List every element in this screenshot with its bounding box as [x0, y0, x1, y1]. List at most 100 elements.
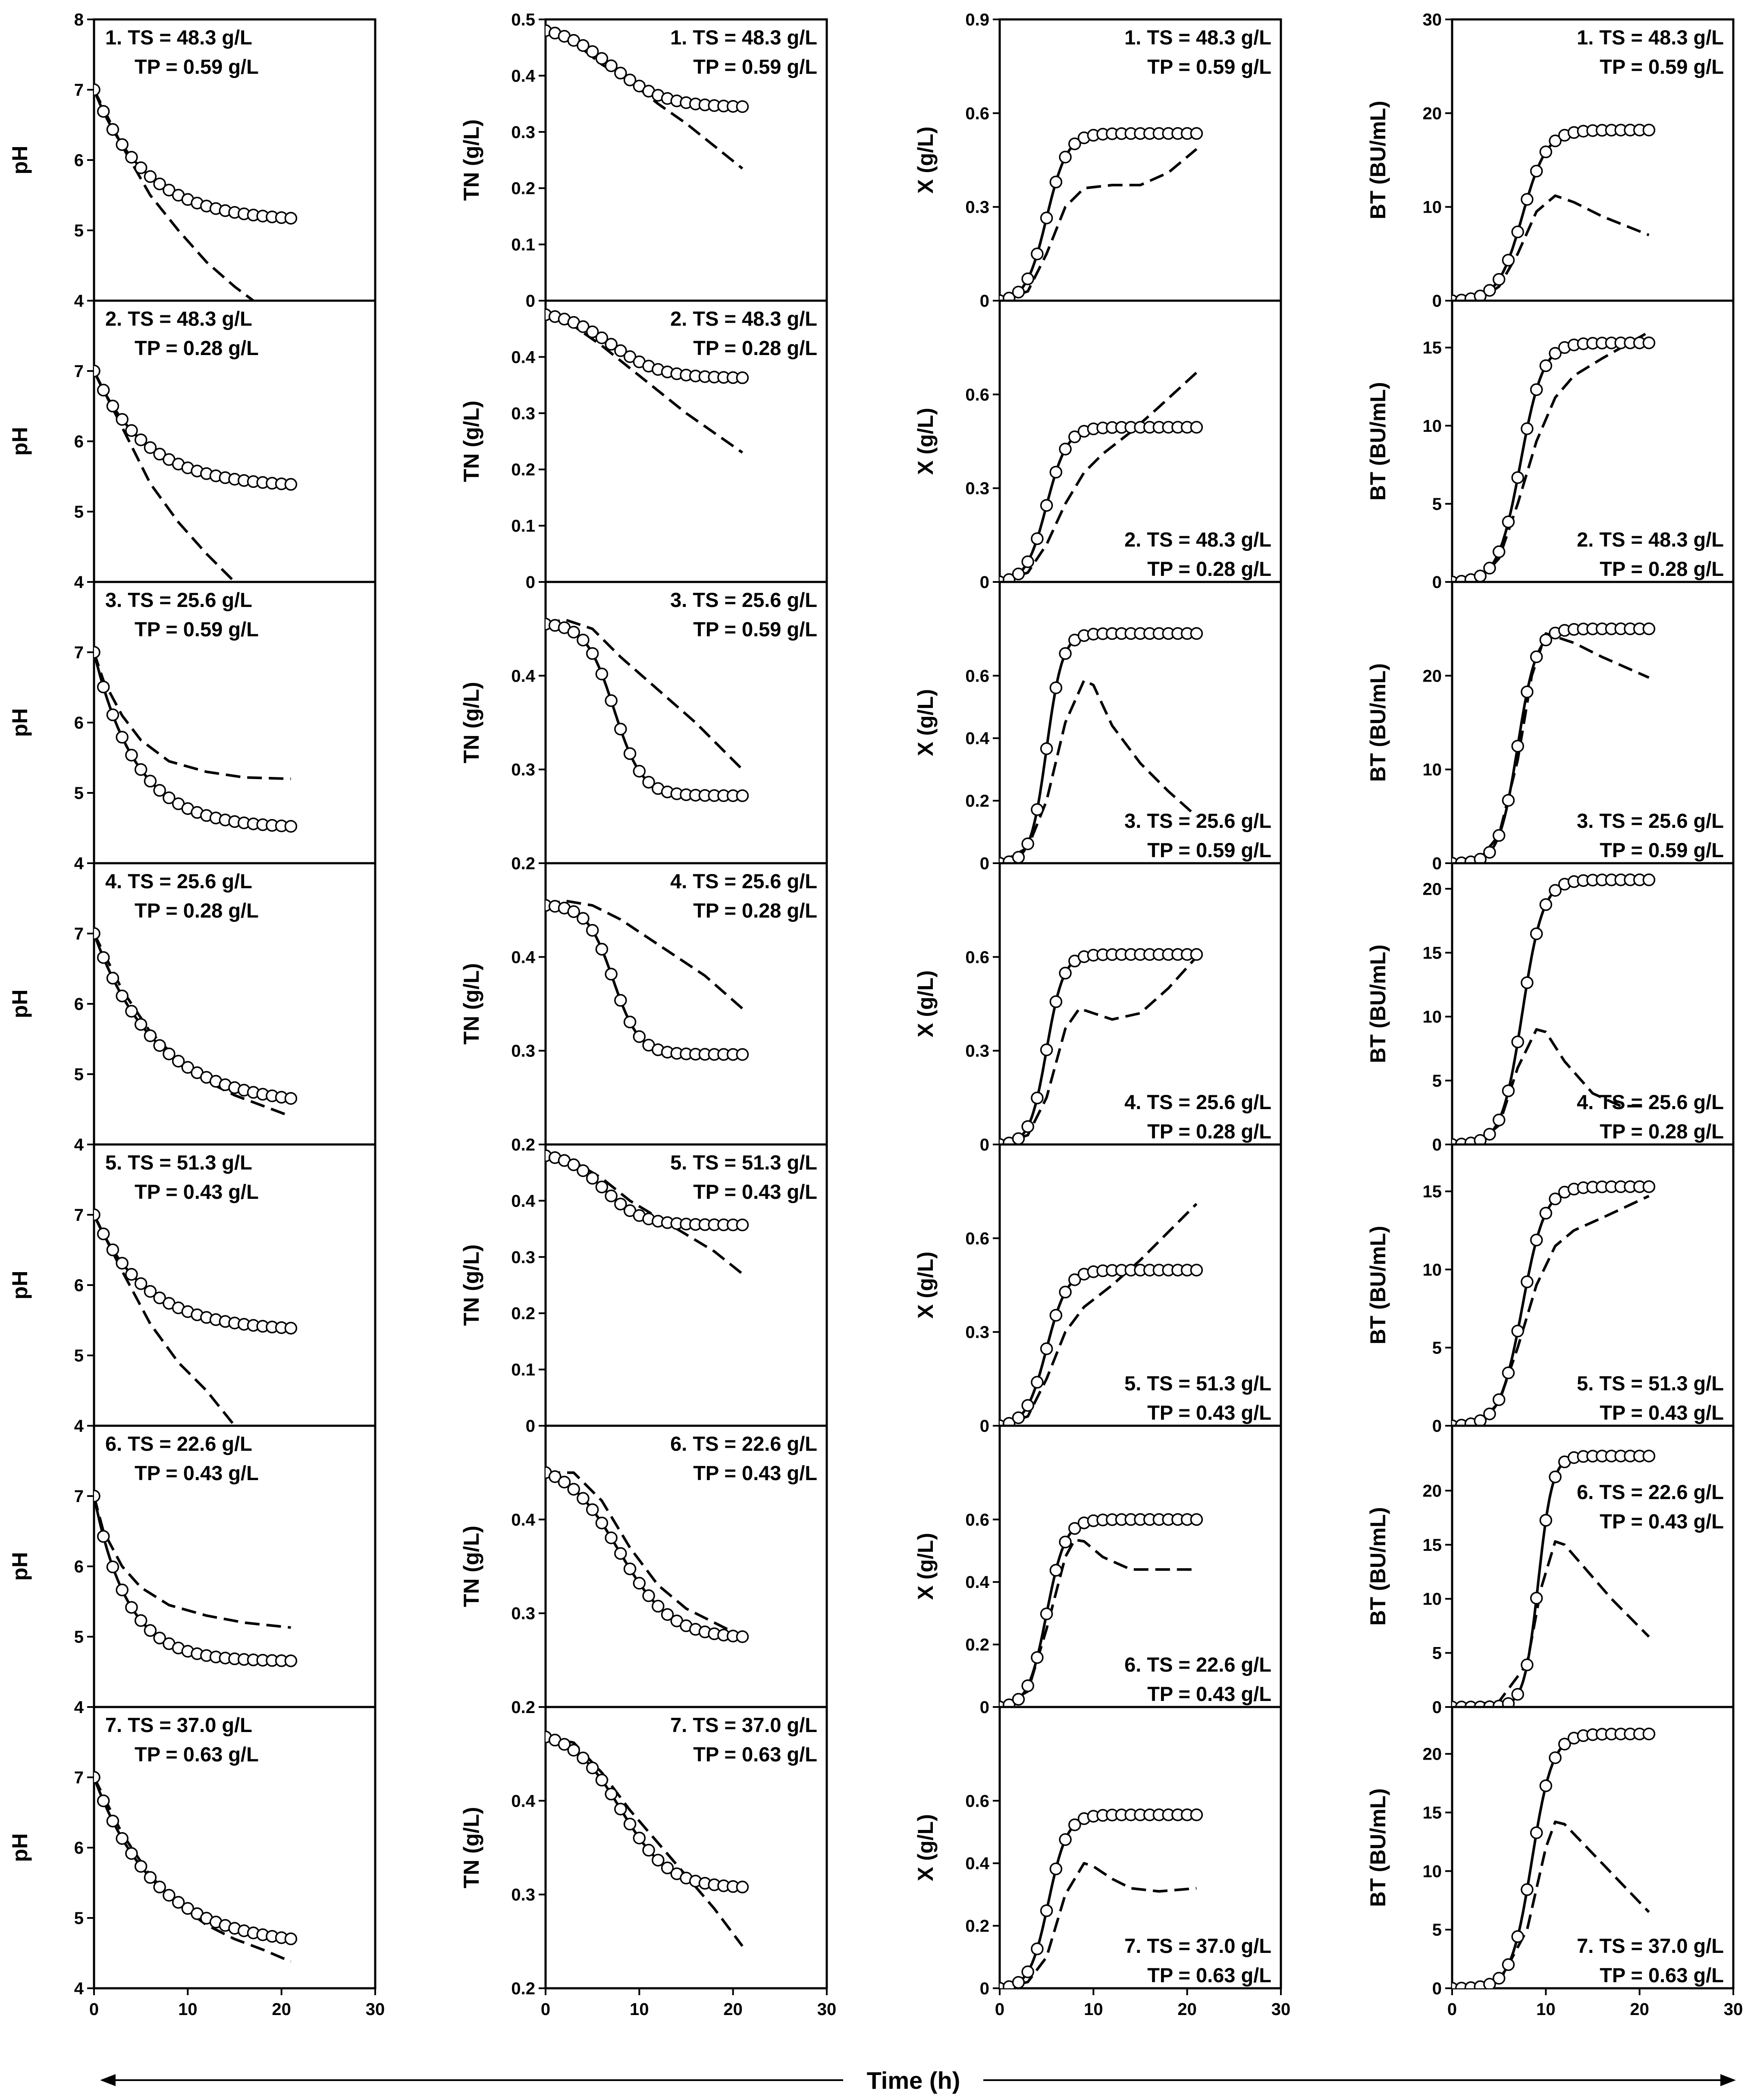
condition-label: 7. TS = 37.0 g/L: [670, 1713, 817, 1736]
tp-label: TP = 0.43 g/L: [135, 1180, 259, 1203]
data-point: [134, 1018, 147, 1031]
data-point: [1492, 1393, 1506, 1406]
y-tick-label: 10: [1423, 198, 1442, 217]
data-point: [1558, 1738, 1571, 1751]
tp-label: TP = 0.59 g/L: [1147, 839, 1271, 861]
data-point: [125, 424, 138, 437]
data-point: [1502, 1697, 1515, 1707]
data-point: [1002, 1698, 1016, 1707]
data-point: [1049, 681, 1063, 695]
data-point: [1549, 134, 1562, 148]
y-tick-label: 6: [74, 432, 84, 451]
data-point: [1068, 1818, 1081, 1831]
data-point: [106, 1560, 119, 1573]
plot-area: [1000, 948, 1203, 1144]
alt-model-dashed-line: [1452, 1195, 1650, 1426]
y-tick-label: 0.3: [511, 404, 535, 423]
alt-model-dashed-line: [1000, 679, 1198, 863]
y-tick-label: 5: [74, 1628, 84, 1647]
data-point: [1549, 1470, 1562, 1484]
y-tick-label: 0.3: [511, 123, 535, 142]
y-tick-label: 15: [1423, 1804, 1442, 1823]
data-point: [1031, 1942, 1044, 1955]
data-point: [1502, 1084, 1515, 1097]
data-point: [1021, 1679, 1034, 1692]
plot-area: [1452, 1180, 1656, 1426]
data-point: [595, 1516, 609, 1530]
y-tick-label: 0.2: [511, 1979, 535, 1998]
data-point: [1642, 1727, 1656, 1741]
y-tick-label: 0.4: [511, 948, 535, 967]
data-point: [163, 1047, 176, 1060]
condition-label: 2. TS = 48.3 g/L: [105, 307, 252, 330]
data-point: [125, 1005, 138, 1018]
data-point: [1642, 336, 1656, 349]
panel-X-4: 0 0.3 0.6 X (g/L) 4. TS = 25.6 g/L TP = 0.28 …: [913, 862, 1282, 1154]
y-axis-label: TN (g/L): [459, 1526, 483, 1607]
y-tick-label: 5: [74, 784, 84, 803]
y-axis-label: BT (BU/mL): [1366, 663, 1390, 782]
alt-model-dashed-line: [1452, 194, 1650, 301]
panel-TN-7: 0.2 0.3 0.4 TN (g/L) 0 10 20 30 7. TS = 37.0 g/L…: [459, 1706, 836, 2019]
data-point: [661, 1608, 674, 1621]
alt-model-dashed-line: [1452, 632, 1650, 863]
data-point: [586, 1172, 599, 1185]
data-point: [642, 1844, 655, 1857]
data-point: [106, 971, 119, 985]
data-point: [1190, 421, 1203, 434]
data-point: [1040, 1342, 1053, 1355]
data-point: [125, 151, 138, 164]
data-point: [1040, 499, 1053, 512]
plot-area: [1452, 330, 1656, 582]
data-point: [94, 1771, 100, 1784]
data-point: [116, 413, 129, 426]
alt-model-dashed-line: [94, 652, 291, 780]
data-point: [1502, 794, 1515, 807]
y-axis-label: BT (BU/mL): [1366, 1507, 1390, 1626]
data-point: [284, 478, 298, 491]
x-tick-label: 0: [89, 2000, 99, 2019]
plot-area: [1000, 371, 1203, 582]
y-tick-label: 7: [74, 1206, 84, 1225]
data-point: [1190, 1264, 1203, 1276]
data-point: [116, 989, 129, 1003]
y-tick-label: 0: [1432, 1698, 1442, 1717]
data-point: [1049, 1309, 1063, 1322]
data-point: [1530, 1233, 1543, 1247]
data-point: [1511, 739, 1524, 753]
data-point: [736, 1048, 749, 1061]
data-point: [125, 1847, 138, 1860]
plot-area: [1452, 123, 1656, 301]
tp-label: TP = 0.59 g/L: [1600, 839, 1724, 861]
data-point: [1021, 272, 1034, 286]
data-point: [577, 912, 590, 925]
data-point: [1642, 123, 1656, 137]
data-point: [153, 1632, 166, 1644]
data-point: [1021, 1399, 1034, 1412]
x-tick-label: 20: [1177, 2000, 1197, 2019]
data-point: [577, 1492, 590, 1505]
y-tick-label: 0: [1432, 573, 1442, 592]
panel-TN-6: 0.2 0.3 0.4 TN (g/L) 6. TS = 22.6 g/L TP = 0.…: [459, 1424, 828, 1717]
data-point: [614, 1198, 627, 1210]
y-tick-label: 0.4: [511, 66, 535, 85]
data-point: [558, 1738, 571, 1751]
condition-label: 6. TS = 22.6 g/L: [1124, 1653, 1271, 1676]
y-tick-label: 7: [74, 1487, 84, 1506]
condition-label: 7. TS = 37.0 g/L: [1124, 1934, 1271, 1957]
plot-area: [546, 308, 749, 454]
y-tick-label: 0.4: [965, 1573, 989, 1592]
data-point: [172, 1055, 185, 1068]
data-point: [1040, 742, 1053, 755]
y-tick-label: 0.6: [965, 385, 989, 404]
data-point: [144, 1029, 157, 1042]
y-tick-label: 30: [1423, 10, 1442, 29]
panel-BT-7: 0 5 10 15 20 BT (BU/mL) 0 10 20 30 7. TS = 37.0 g/…: [1366, 1706, 1743, 2019]
data-point: [1031, 532, 1044, 545]
y-axis-label: TN (g/L): [459, 1245, 483, 1326]
y-tick-label: 0.3: [965, 1042, 989, 1061]
condition-label: 5. TS = 51.3 g/L: [1124, 1372, 1271, 1395]
y-tick-label: 0.3: [965, 479, 989, 498]
y-tick-label: 0.4: [511, 666, 535, 685]
alt-model-dashed-line: [546, 618, 744, 770]
